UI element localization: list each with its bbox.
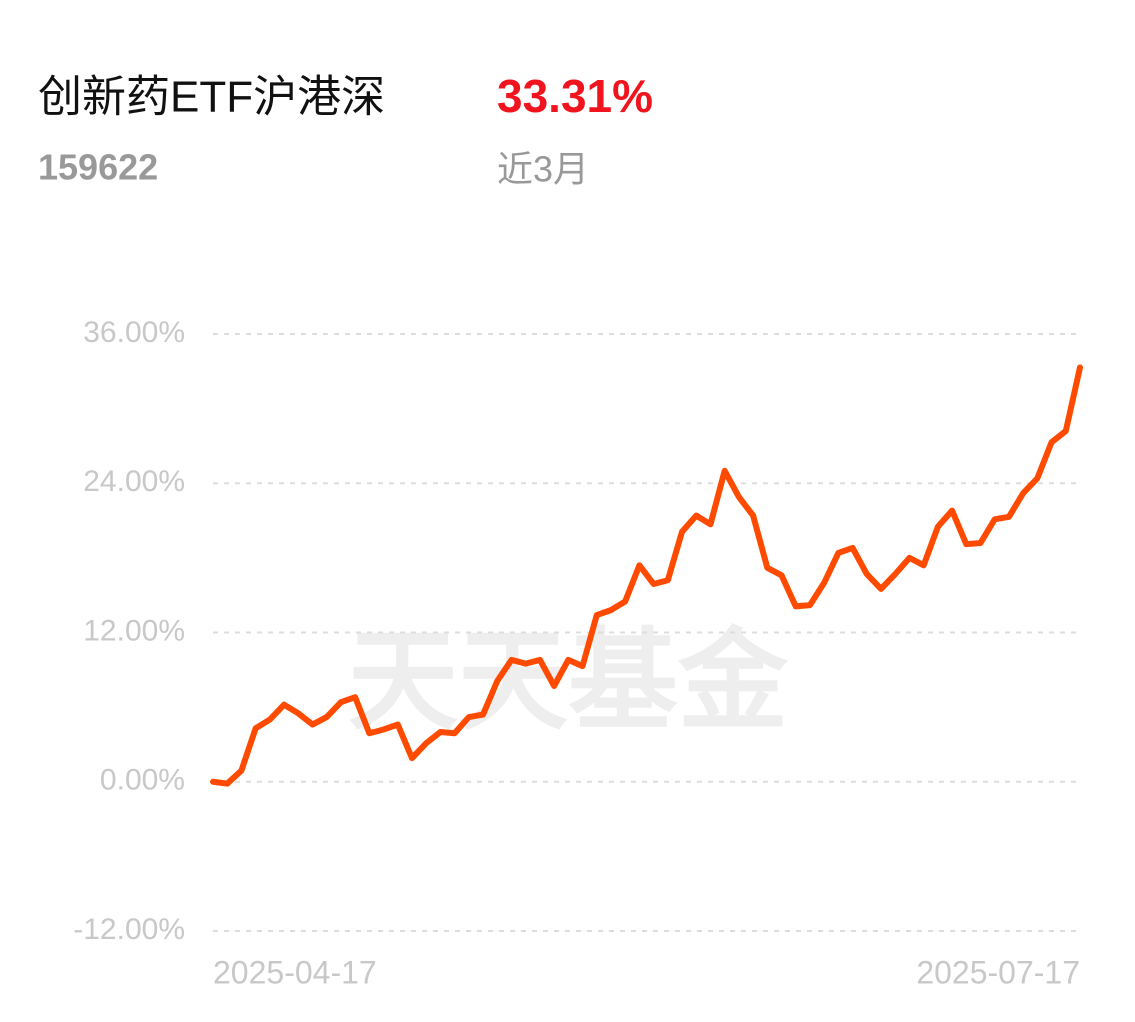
y-tick-label: 0.00% xyxy=(100,764,185,797)
y-tick-label: 24.00% xyxy=(83,465,185,498)
fund-code: 159622 xyxy=(38,147,158,188)
return-value: 33.31% xyxy=(497,70,653,122)
chart-title: 创新药ETF沪港深 xyxy=(38,73,385,122)
y-tick-label: 12.00% xyxy=(83,614,185,647)
y-tick-label: -12.00% xyxy=(73,913,185,946)
y-tick-label: 36.00% xyxy=(83,316,185,349)
x-tick-label: 2025-04-17 xyxy=(213,954,377,990)
x-tick-label: 2025-07-17 xyxy=(916,954,1080,990)
period: 近3月 xyxy=(497,149,589,190)
watermark: 天天基金 xyxy=(348,620,789,743)
line xyxy=(210,364,1083,787)
